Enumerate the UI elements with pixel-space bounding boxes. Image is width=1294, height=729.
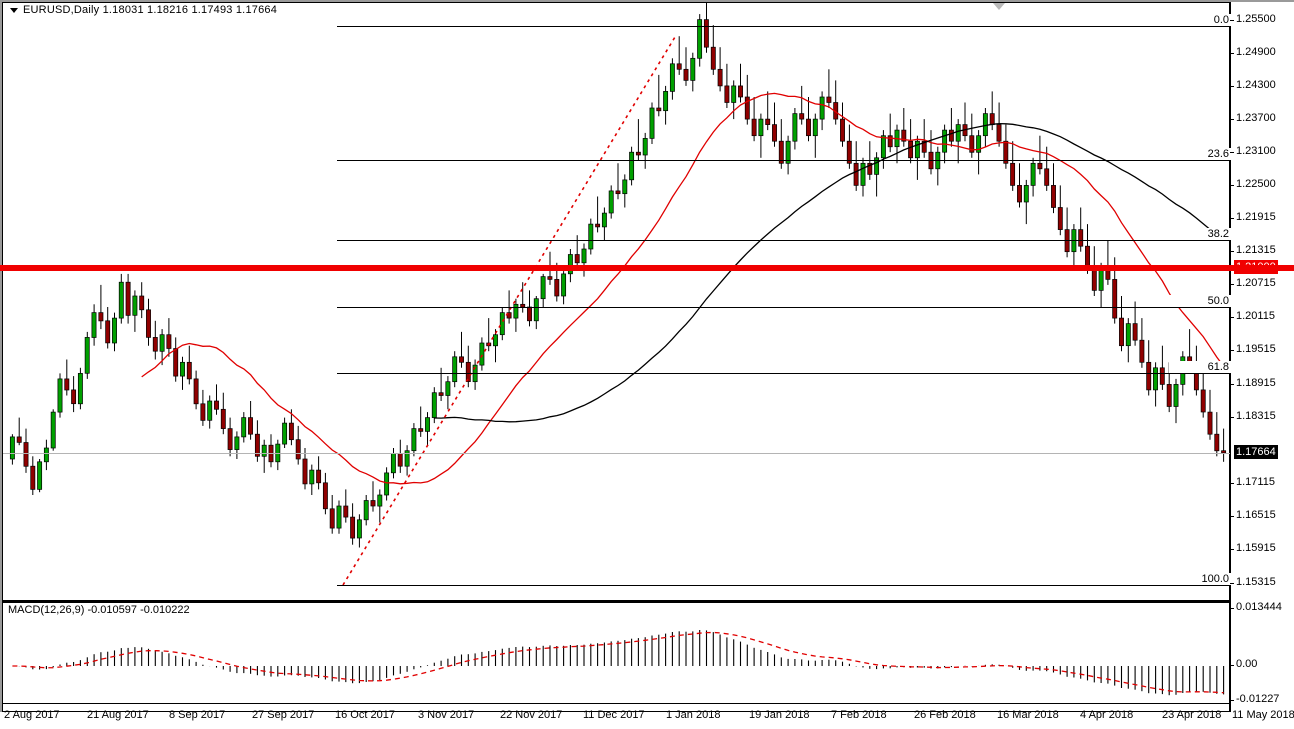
fib-line-50-0[interactable] [337,307,1230,308]
macd-axis-label: 0.00 [1236,658,1258,670]
price-tick [1230,417,1234,418]
price-axis-label: 1.23700 [1236,112,1276,124]
price-tick [1230,53,1234,54]
date-axis-label: 8 Sep 2017 [169,709,226,721]
price-axis-label: 1.21915 [1236,211,1276,223]
price-tick [1230,483,1234,484]
price-chart-canvas [9,3,1227,586]
price-tick [1230,185,1234,186]
price-tick [1230,86,1234,87]
x-axis-divider [3,703,1229,704]
price-axis-label: 1.22500 [1236,178,1276,190]
fib-label-38-2: 38.2 [1169,228,1232,240]
fib-label-100-0: 100.0 [1169,573,1232,585]
price-tick [1230,284,1234,285]
price-axis-label: 1.18315 [1236,410,1276,422]
macd-canvas [12,630,1225,696]
chart-frame [2,2,1230,712]
fib-line-38-2[interactable] [337,240,1230,241]
date-axis-label: 11 Dec 2017 [583,709,645,721]
price-tick [1230,549,1234,550]
date-axis-label: 7 Feb 2018 [831,709,887,721]
window-left-border [0,0,2,712]
window-top-border [0,0,1294,2]
date-axis-label: 27 Sep 2017 [252,709,315,721]
macd-indicator-label: MACD(12,26,9) -0.010597 -0.010222 [8,604,190,616]
date-axis-label: 23 Apr 2018 [1162,709,1222,721]
macd-axis-label: -0.01227 [1236,693,1280,705]
macd-tick [1230,700,1234,701]
macd-axis-label: 0.013444 [1236,601,1282,613]
price-tick [1230,152,1234,153]
date-axis-label: 16 Oct 2017 [335,709,395,721]
price-tick [1230,218,1234,219]
fib-label-50-0: 50.0 [1169,295,1232,307]
pane-divider [3,600,1229,602]
price-tick [1230,317,1234,318]
price-tick [1230,20,1234,21]
date-axis-label: 1 Jan 2018 [666,709,721,721]
price-axis-label: 1.16515 [1236,509,1276,521]
date-axis-label: 22 Nov 2017 [500,709,563,721]
date-axis-label: 11 May 2018 [1232,709,1294,721]
chart-position-marker-icon [993,3,1005,10]
price-axis-label: 1.19515 [1236,343,1276,355]
date-axis-label: 19 Jan 2018 [749,709,810,721]
fib-line-61-8[interactable] [337,373,1230,374]
date-axis-label: 16 Mar 2018 [997,709,1059,721]
price-axis-label: 1.21315 [1236,244,1276,256]
price-axis-label: 1.24300 [1236,79,1276,91]
price-chart-pane[interactable] [3,3,1229,600]
chevron-down-icon[interactable] [10,7,18,13]
fib-label-23-6: 23.6 [1169,148,1232,160]
price-axis-label: 1.20715 [1236,277,1276,289]
price-tick [1230,516,1234,517]
macd-tick [1230,608,1234,609]
price-tick [1230,251,1234,252]
price-axis-label: 1.18915 [1236,377,1276,389]
fib-line-23-6[interactable] [337,160,1230,161]
price-axis-label: 1.20115 [1236,310,1275,322]
price-axis-label: 1.15915 [1236,542,1276,554]
price-axis-label: 1.23100 [1236,145,1276,157]
macd-tick [1230,665,1234,666]
date-axis-label: 3 Nov 2017 [418,709,475,721]
fib-label-61-8: 61.8 [1169,361,1232,373]
alert-price-line[interactable] [0,265,1294,271]
macd-pane[interactable] [3,602,1229,703]
price-tick [1230,119,1234,120]
date-axis-label: 4 Apr 2018 [1080,709,1134,721]
date-axis-label: 2 Aug 2017 [4,709,60,721]
price-tick [1230,583,1234,584]
fib-line-100-0[interactable] [337,585,1230,586]
current-price-label: 1.17664 [1234,445,1278,459]
fib-label-0-0: 0.0 [1169,14,1232,26]
price-axis-label: 1.24900 [1236,46,1276,58]
price-axis-label: 1.17115 [1236,476,1275,488]
date-axis-label: 26 Feb 2018 [914,709,976,721]
symbol-header-text: EURUSD,Daily 1.18031 1.18216 1.17493 1.1… [23,4,278,16]
current-price-gridline [3,453,1230,454]
price-axis-divider [1230,2,1231,712]
price-axis-label: 1.15315 [1236,576,1276,588]
price-axis-label: 1.25500 [1236,13,1276,25]
price-tick [1230,350,1234,351]
fib-line-0-0[interactable] [337,26,1230,27]
date-axis-label: 21 Aug 2017 [87,709,149,721]
price-tick [1230,384,1234,385]
symbol-header: EURUSD,Daily 1.18031 1.18216 1.17493 1.1… [10,4,277,16]
